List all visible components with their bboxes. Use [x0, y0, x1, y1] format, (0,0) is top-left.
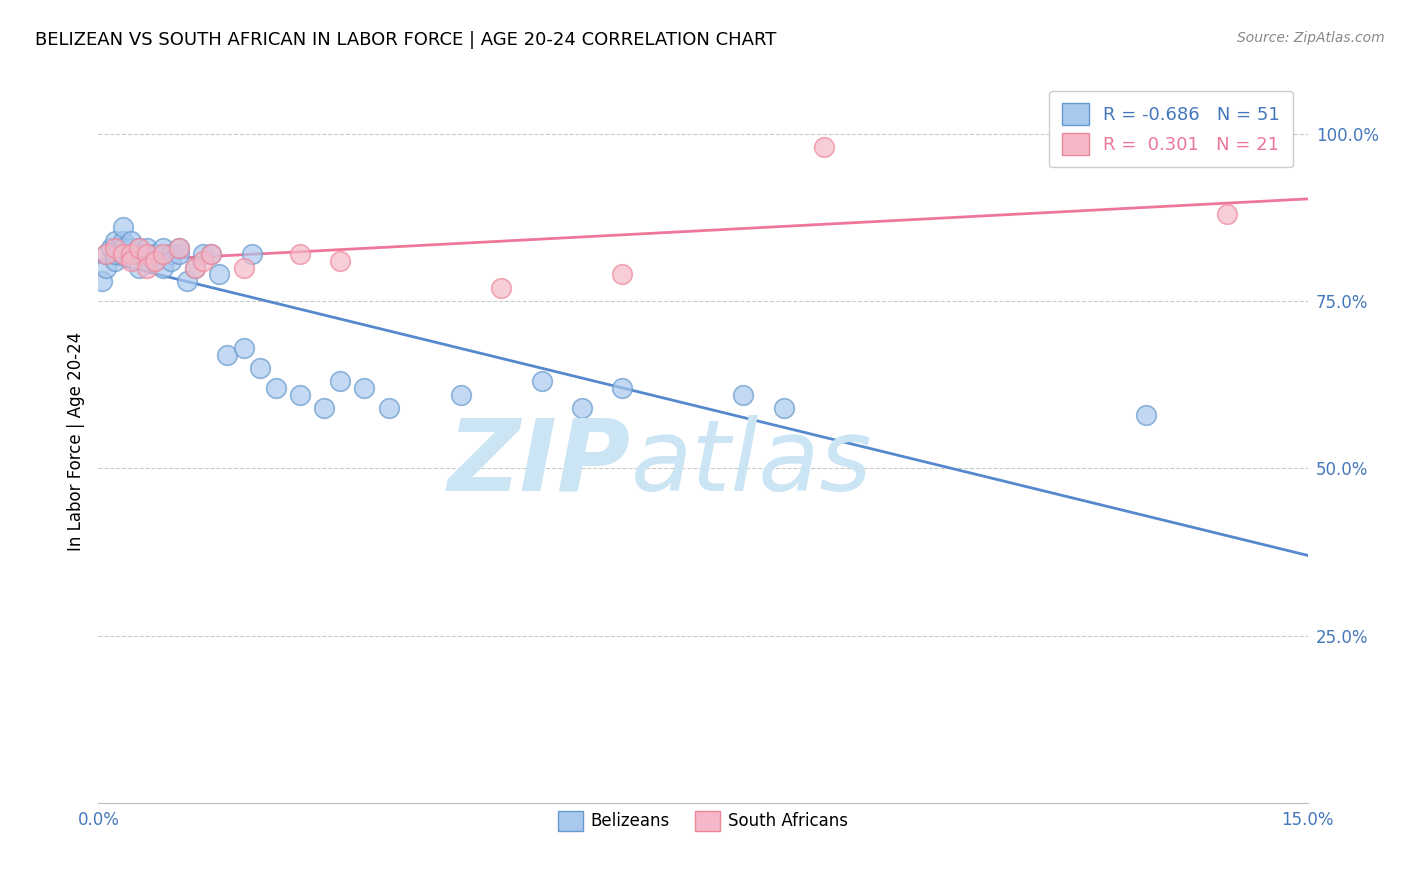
Point: [111, 234, 134, 248]
Point: [377, 401, 399, 416]
Point: [120, 247, 142, 261]
Point: [184, 260, 207, 275]
Point: [176, 274, 198, 288]
Point: [288, 247, 311, 261]
Point: [111, 247, 134, 261]
Point: [120, 241, 142, 255]
Point: [135, 247, 157, 261]
Point: [772, 401, 794, 416]
Point: [96, 247, 118, 261]
Y-axis label: In Labor Force | Age 20-24: In Labor Force | Age 20-24: [66, 332, 84, 551]
Point: [264, 381, 287, 395]
Point: [232, 341, 254, 355]
Point: [143, 254, 166, 268]
Point: [1135, 408, 1157, 422]
Point: [111, 241, 134, 255]
Point: [353, 381, 375, 395]
Point: [91, 274, 114, 288]
Point: [1216, 207, 1239, 221]
Point: [217, 348, 239, 362]
Point: [120, 247, 142, 261]
Point: [120, 254, 142, 268]
Point: [152, 241, 174, 255]
Point: [733, 387, 755, 401]
Point: [314, 401, 336, 416]
Point: [450, 387, 472, 401]
Point: [143, 247, 166, 261]
Point: [120, 234, 142, 248]
Point: [329, 375, 352, 389]
Point: [200, 247, 222, 261]
Point: [184, 260, 207, 275]
Text: Source: ZipAtlas.com: Source: ZipAtlas.com: [1237, 31, 1385, 45]
Point: [96, 247, 118, 261]
Point: [612, 268, 634, 282]
Point: [232, 260, 254, 275]
Point: [103, 241, 125, 255]
Point: [111, 247, 134, 261]
Point: [193, 254, 215, 268]
Point: [288, 387, 311, 401]
Point: [128, 241, 150, 255]
Point: [96, 260, 118, 275]
Point: [143, 254, 166, 268]
Point: [167, 241, 190, 255]
Point: [530, 375, 553, 389]
Text: atlas: atlas: [630, 415, 872, 512]
Point: [160, 247, 183, 261]
Point: [135, 241, 157, 255]
Point: [107, 241, 129, 255]
Point: [193, 247, 215, 261]
Point: [103, 247, 125, 261]
Point: [167, 241, 190, 255]
Point: [208, 268, 231, 282]
Point: [135, 260, 157, 275]
Point: [200, 247, 222, 261]
Point: [103, 234, 125, 248]
Legend: Belizeans, South Africans: Belizeans, South Africans: [551, 805, 855, 838]
Point: [160, 254, 183, 268]
Point: [120, 247, 142, 261]
Point: [571, 401, 593, 416]
Point: [152, 247, 174, 261]
Point: [103, 254, 125, 268]
Point: [128, 241, 150, 255]
Point: [612, 381, 634, 395]
Point: [329, 254, 352, 268]
Point: [128, 247, 150, 261]
Point: [167, 247, 190, 261]
Point: [111, 220, 134, 235]
Point: [813, 140, 835, 154]
Point: [128, 260, 150, 275]
Point: [152, 260, 174, 275]
Point: [135, 254, 157, 268]
Text: ZIP: ZIP: [447, 415, 630, 512]
Point: [249, 361, 271, 376]
Point: [100, 241, 122, 255]
Point: [240, 247, 263, 261]
Point: [491, 281, 513, 295]
Text: BELIZEAN VS SOUTH AFRICAN IN LABOR FORCE | AGE 20-24 CORRELATION CHART: BELIZEAN VS SOUTH AFRICAN IN LABOR FORCE…: [35, 31, 776, 49]
